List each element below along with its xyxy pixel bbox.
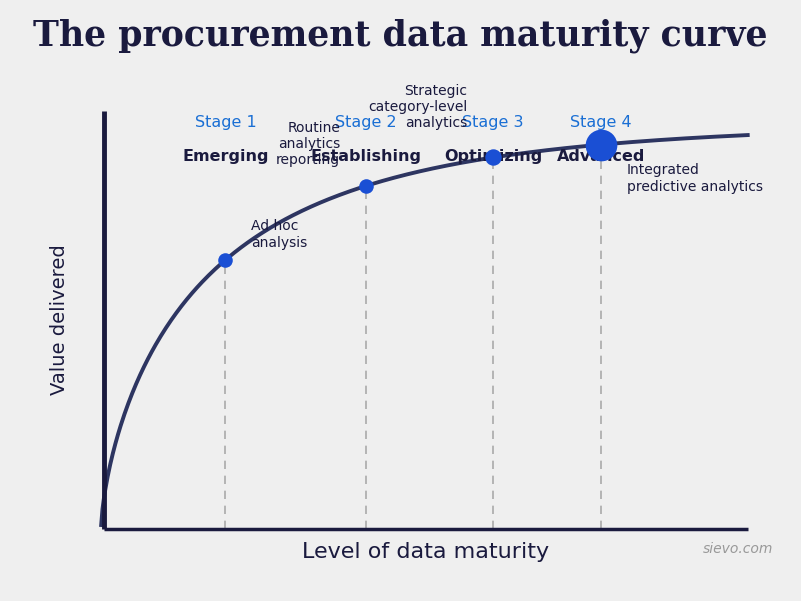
Point: [219, 255, 231, 265]
Text: sievo.com: sievo.com: [702, 542, 773, 556]
Text: Strategic
category-level
analytics: Strategic category-level analytics: [368, 84, 468, 130]
Text: Establishing: Establishing: [310, 149, 421, 163]
Text: Advanced: Advanced: [557, 149, 646, 163]
Point: [595, 140, 608, 150]
Text: Emerging: Emerging: [182, 149, 268, 163]
Text: The procurement data maturity curve: The procurement data maturity curve: [34, 18, 767, 52]
Text: Stage 1: Stage 1: [195, 115, 256, 130]
Text: Stage 3: Stage 3: [462, 115, 524, 130]
Text: Stage 4: Stage 4: [570, 115, 632, 130]
Text: Value delivered: Value delivered: [50, 245, 69, 395]
Text: Level of data maturity: Level of data maturity: [303, 542, 549, 562]
Text: Ad hoc
analysis: Ad hoc analysis: [251, 219, 307, 249]
Text: Optimizing: Optimizing: [444, 149, 542, 163]
Text: Stage 2: Stage 2: [335, 115, 396, 130]
Text: Integrated
predictive analytics: Integrated predictive analytics: [626, 163, 763, 194]
Text: Routine
analytics
reporting: Routine analytics reporting: [276, 121, 340, 167]
Point: [359, 182, 372, 191]
Point: [486, 153, 499, 162]
